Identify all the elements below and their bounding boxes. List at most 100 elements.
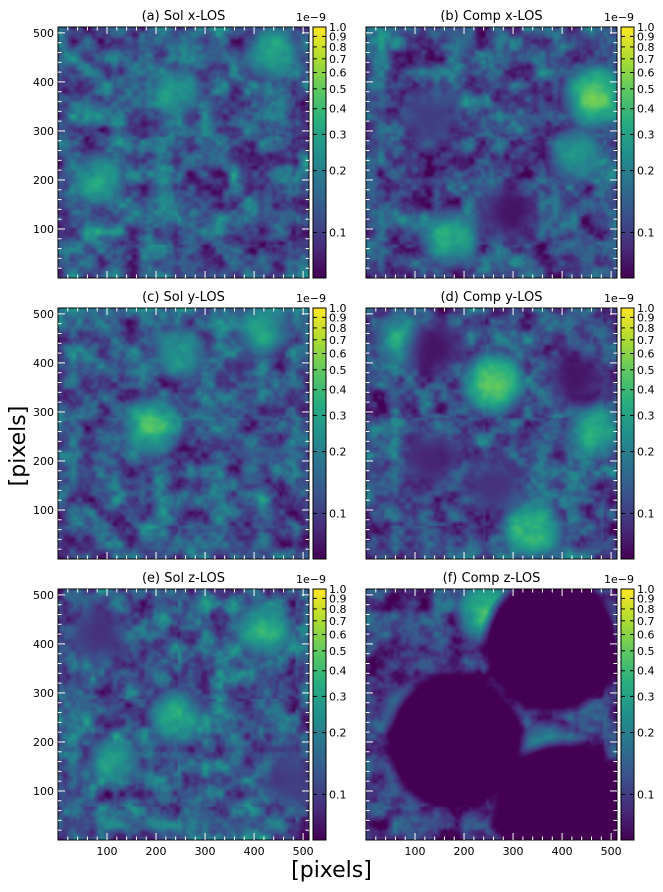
colorbar-tick-label: 0.8 <box>329 41 347 54</box>
colorbar-gradient <box>313 308 326 559</box>
colorbar-tick-label: 0.8 <box>637 322 655 335</box>
panel-3: (c) Sol y-LOS1002003004005001e−91.00.90.… <box>33 290 347 560</box>
colorbar-tick-label: 0.4 <box>329 384 347 397</box>
colorbar-tick-label: 0.2 <box>329 727 347 740</box>
colorbar: 1e−91.00.90.80.70.6 0.5 0.4 0.3 0.2 0.1 <box>296 573 347 841</box>
colorbar-gradient <box>621 308 634 559</box>
panel-5: (e) Sol z-LOS 100 200 300 400 500 100 200 300 400… <box>33 571 347 858</box>
x-tick-label: 100 <box>405 845 426 858</box>
global-x-axis-label: [pixels] <box>291 858 372 883</box>
heatmap-image <box>366 589 617 840</box>
axes-frame <box>57 26 310 279</box>
global-y-axis-label: [pixels] <box>5 405 31 487</box>
colorbar-tick-label: 0.9 <box>329 592 347 605</box>
colorbar-tick-label: 0.6 <box>637 67 655 80</box>
y-tick-label: 100 <box>33 223 54 236</box>
y-tick-label: 300 <box>33 406 54 419</box>
colorbar-tick-label: 0.3 <box>637 690 655 703</box>
colorbar-gradient <box>313 27 326 278</box>
colorbar-tick-label: 0.8 <box>329 603 347 616</box>
y-tick-label: 500 <box>33 27 54 40</box>
colorbar-tick-label: 0.4 <box>637 665 655 678</box>
x-tick-label: 200 <box>454 845 475 858</box>
colorbar-tick-label: 0.5 <box>329 645 347 658</box>
colorbar-tick-label: 0.2 <box>637 727 655 740</box>
colorbar-tick-label: 0.2 <box>329 446 347 459</box>
x-tick-label: 500 <box>601 845 622 858</box>
colorbar-tick-label: 1.0 <box>637 302 655 315</box>
colorbar-tick-label: 0.5 <box>637 364 655 377</box>
y-tick-label: 400 <box>33 357 54 370</box>
colorbar-tick-label: 0.6 <box>329 348 347 361</box>
colorbar-exponent: 1e−9 <box>604 292 634 305</box>
colorbar-tick-label: 0.1 <box>329 226 347 239</box>
colorbar-tick-label: 0.6 <box>329 67 347 80</box>
y-tick-label: 400 <box>33 76 54 89</box>
colorbar-gradient <box>621 589 634 840</box>
y-tick-label: 100 <box>33 504 54 517</box>
colorbar-exponent: 1e−9 <box>604 573 634 586</box>
y-tick-label: 500 <box>33 308 54 321</box>
colorbar-tick-label: 0.3 <box>637 409 655 422</box>
x-tick-label: 100 <box>97 845 118 858</box>
colorbar-tick-label: 0.9 <box>637 311 655 324</box>
colorbar-tick-label: 0.3 <box>637 128 655 141</box>
y-tick-label: 200 <box>33 174 54 187</box>
colorbar-tick-label: 0.3 <box>329 690 347 703</box>
x-tick-label: 300 <box>503 845 524 858</box>
y-tick-label: 500 <box>33 589 54 602</box>
colorbar-tick-label: 0.5 <box>329 364 347 377</box>
colorbar-tick-label: 1.0 <box>329 583 347 596</box>
colorbar-frame <box>312 588 327 841</box>
panel-title: (d) Comp y-LOS <box>440 290 542 305</box>
y-tick-label: 300 <box>33 687 54 700</box>
axes-frame <box>365 307 618 560</box>
colorbar-tick-label: 0.9 <box>637 30 655 43</box>
y-tick-label: 100 <box>33 785 54 798</box>
colorbar-tick-label: 1.0 <box>329 302 347 315</box>
colorbar-tick-label: 0.2 <box>329 165 347 178</box>
colorbar-gradient <box>313 589 326 840</box>
colorbar-frame <box>620 307 635 560</box>
x-tick-label: 400 <box>244 845 265 858</box>
panel-1: (a) Sol x-LOS1002003004005001e−91.00.90.… <box>33 9 347 279</box>
colorbar-exponent: 1e−9 <box>296 573 326 586</box>
colorbar-tick-label: 0.7 <box>637 53 655 66</box>
colorbar: 1e−91.00.90.80.70.6 0.5 0.4 0.3 0.2 0.1 <box>604 292 655 560</box>
colorbar-exponent: 1e−9 <box>296 11 326 24</box>
colorbar-tick-label: 0.1 <box>637 788 655 801</box>
colorbar-tick-label: 0.9 <box>329 311 347 324</box>
colorbar-exponent: 1e−9 <box>604 11 634 24</box>
colorbar-tick-label: 0.7 <box>637 615 655 628</box>
axes-frame <box>365 588 618 841</box>
colorbar-tick-label: 0.3 <box>329 409 347 422</box>
colorbar-tick-label: 1.0 <box>637 583 655 596</box>
colorbar-tick-label: 0.4 <box>637 103 655 116</box>
y-tick-label: 200 <box>33 455 54 468</box>
x-tick-label: 400 <box>552 845 573 858</box>
colorbar-tick-label: 0.4 <box>329 665 347 678</box>
colorbar-tick-label: 0.5 <box>637 645 655 658</box>
colorbar-tick-label: 0.1 <box>329 507 347 520</box>
colorbar-frame <box>312 26 327 279</box>
colorbar-tick-label: 0.5 <box>329 83 347 96</box>
colorbar-tick-label: 0.1 <box>329 788 347 801</box>
colorbar-tick-label: 0.7 <box>329 615 347 628</box>
colorbar-gradient <box>621 27 634 278</box>
x-tick-label: 200 <box>146 845 167 858</box>
colorbar-tick-label: 0.7 <box>637 334 655 347</box>
colorbar-tick-label: 0.9 <box>329 30 347 43</box>
heatmap-image <box>58 308 309 559</box>
colorbar-tick-label: 0.2 <box>637 165 655 178</box>
panel-title: (a) Sol x-LOS <box>142 9 226 24</box>
colorbar: 1e−91.00.90.80.70.6 0.5 0.4 0.3 0.2 0.1 <box>604 573 655 841</box>
heatmap-image <box>58 589 309 840</box>
panel-title: (c) Sol y-LOS <box>142 290 225 305</box>
colorbar-tick-label: 0.1 <box>637 226 655 239</box>
colorbar-tick-label: 0.4 <box>637 384 655 397</box>
colorbar-tick-label: 0.6 <box>329 629 347 642</box>
colorbar: 1e−91.00.90.80.70.6 0.5 0.4 0.3 0.2 0.1 <box>604 11 655 279</box>
y-tick-label: 400 <box>33 638 54 651</box>
